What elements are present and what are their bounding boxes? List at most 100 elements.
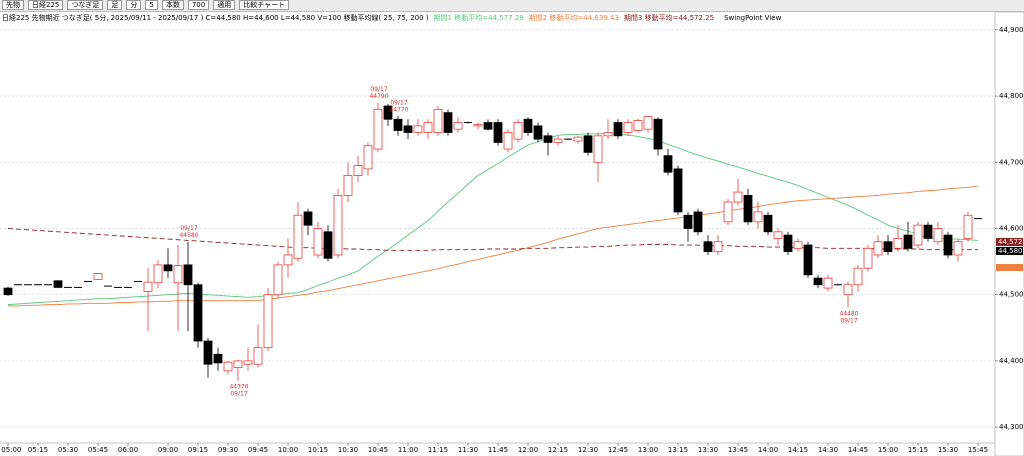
- candle-body: [393, 118, 403, 131]
- candle-body: [793, 241, 803, 249]
- price-tag: [996, 238, 1023, 246]
- candle-body: [163, 264, 173, 272]
- candle-body: [283, 254, 293, 266]
- y-tick-label: 44,800: [999, 92, 1024, 100]
- toolbar-item[interactable]: 分: [126, 0, 142, 10]
- toolbar-item[interactable]: 5: [145, 0, 158, 10]
- candle-body: [953, 241, 963, 256]
- candle-body: [383, 105, 393, 120]
- candle-body: [723, 201, 733, 223]
- candle-body: [143, 281, 153, 292]
- x-tick-label: 15:45: [968, 446, 988, 454]
- toolbar-item[interactable]: 700: [187, 0, 210, 10]
- candle-body: [643, 116, 653, 130]
- candle-body: [633, 120, 643, 131]
- candle-body: [763, 214, 773, 233]
- x-tick-label: 09:15: [188, 446, 208, 454]
- moving-average-line: [7, 132, 979, 306]
- ma-tag: [996, 264, 1023, 271]
- candle-body: [923, 224, 933, 239]
- candle-body: [623, 122, 633, 133]
- x-tick-label: 13:30: [698, 446, 718, 454]
- candle-body: [533, 125, 543, 140]
- candle-body: [513, 122, 523, 140]
- candle-body: [153, 264, 163, 284]
- candle-body: [813, 277, 823, 286]
- x-tick-label: 11:45: [488, 446, 508, 454]
- candle-body: [873, 241, 883, 256]
- candle-body: [223, 361, 233, 372]
- x-tick-label: 13:45: [728, 446, 748, 454]
- candle-body: [593, 135, 603, 163]
- y-tick-label: 44,700: [999, 158, 1024, 166]
- candle-body: [863, 247, 873, 269]
- y-tick-label: 44,500: [999, 291, 1024, 299]
- candle-body: [473, 124, 483, 127]
- x-tick-label: 05:15: [28, 446, 48, 454]
- x-tick-label: 06:00: [118, 446, 138, 454]
- x-tick-label: 11:30: [458, 446, 478, 454]
- toolbar-item[interactable]: つなぎ足: [67, 0, 104, 10]
- annotation-price: 44770: [389, 106, 408, 113]
- x-tick-label: 14:45: [848, 446, 868, 454]
- candle-body: [573, 136, 583, 142]
- candle-body: [253, 347, 263, 365]
- toolbar-item[interactable]: 日経225: [28, 0, 64, 10]
- candle-body: [203, 340, 213, 365]
- price-axis: [994, 11, 1024, 456]
- x-tick-label: 12:00: [518, 446, 538, 454]
- candle-body: [333, 194, 343, 256]
- candle-body: [433, 108, 443, 133]
- candle-body: [303, 211, 313, 226]
- candle-body: [893, 238, 903, 249]
- annotation-date: 09/17: [230, 390, 247, 397]
- x-tick-label: 11:00: [398, 446, 418, 454]
- candle-body: [713, 241, 723, 253]
- candle-body: [703, 241, 713, 253]
- candle-body: [173, 265, 183, 284]
- candle-body: [273, 264, 283, 296]
- candle-body: [183, 264, 193, 286]
- candle-body: [313, 228, 323, 256]
- candle-body: [403, 125, 413, 133]
- x-tick-label: 14:15: [788, 446, 808, 454]
- candle-body: [293, 214, 303, 259]
- toolbar-item[interactable]: 本数: [161, 0, 184, 10]
- candle-body: [603, 132, 613, 137]
- candle-body: [3, 287, 13, 296]
- annotation-price: 44580: [179, 232, 198, 239]
- candle-body: [613, 122, 623, 137]
- x-tick-label: 10:15: [308, 446, 328, 454]
- candle-body: [693, 211, 703, 233]
- candle-body: [493, 122, 503, 143]
- x-tick-label: 10:45: [368, 446, 388, 454]
- toolbar-item[interactable]: 比較チャート: [239, 0, 290, 10]
- candle-body: [963, 214, 973, 239]
- candle-body: [53, 280, 63, 288]
- candle-body: [453, 122, 463, 130]
- chart-header: 日経225 先物期近 つなぎ足( 5分, 2025/09/11 - 2025/0…: [2, 13, 786, 23]
- y-tick-label: 44,900: [999, 26, 1024, 34]
- x-tick-label: 05:45: [88, 446, 108, 454]
- candle-body: [803, 244, 813, 276]
- candle-body: [443, 112, 453, 133]
- annotation-date: 09/17: [390, 99, 407, 106]
- toolbar-item[interactable]: 先物: [2, 0, 24, 10]
- price-tag-label: 44,580: [998, 247, 1023, 255]
- candle-body: [213, 353, 223, 364]
- toolbar-item[interactable]: 足: [107, 0, 123, 10]
- x-tick-label: 10:30: [338, 446, 358, 454]
- annotation-date: 09/17: [180, 225, 197, 232]
- candle-body: [503, 132, 513, 150]
- toolbar-item[interactable]: 適用: [213, 0, 236, 10]
- x-tick-label: 15:30: [938, 446, 958, 454]
- x-tick-label: 13:00: [638, 446, 658, 454]
- candle-body: [523, 118, 533, 133]
- moving-average-line: [8, 185, 979, 307]
- candle-body: [883, 241, 893, 253]
- x-tick-label: 10:00: [278, 446, 298, 454]
- candle-body: [853, 267, 863, 286]
- annotation-price: 44790: [369, 93, 388, 100]
